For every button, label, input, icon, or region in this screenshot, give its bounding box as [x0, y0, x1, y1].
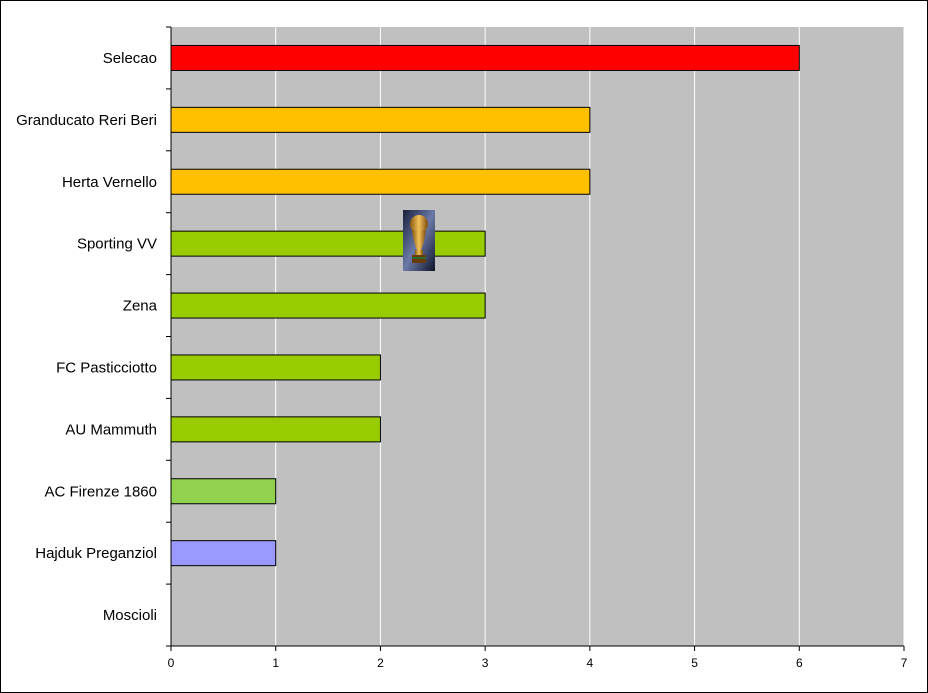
x-tick-label: 4	[587, 656, 594, 670]
bar	[170, 168, 591, 195]
x-tick-label: 7	[901, 656, 908, 670]
category-label: Moscioli	[103, 607, 157, 624]
category-label: Zena	[123, 298, 158, 315]
x-tick-label: 0	[168, 656, 175, 670]
category-label: AC Firenze 1860	[44, 483, 157, 500]
x-tick-label: 3	[482, 656, 489, 670]
x-tick-label: 1	[272, 656, 279, 670]
category-label: Sporting VV	[77, 236, 157, 253]
category-label: Selecao	[103, 50, 157, 67]
x-tick-label: 2	[377, 656, 384, 670]
category-labels: Selecao Granducato Reri Beri Herta Vernell…	[16, 50, 158, 624]
bar	[170, 478, 277, 505]
x-tick-labels: 0 1 2 3 4 5 6 7	[168, 656, 908, 670]
world-cup-trophy-icon	[403, 210, 435, 271]
category-label: Hajduk Preganziol	[35, 545, 157, 562]
bar	[170, 106, 591, 133]
bar	[170, 44, 800, 71]
category-label: Granducato Reri Beri	[16, 112, 157, 129]
bar	[170, 540, 277, 567]
category-label: FC Pasticciotto	[56, 359, 157, 376]
bar	[170, 292, 486, 319]
x-tick-label: 6	[796, 656, 803, 670]
category-label: Herta Vernello	[62, 174, 157, 191]
axes	[166, 26, 905, 651]
bar	[170, 416, 381, 443]
x-tick-label: 5	[691, 656, 698, 670]
bar	[170, 230, 486, 257]
bar	[170, 354, 381, 381]
category-label: AU Mammuth	[65, 421, 157, 438]
